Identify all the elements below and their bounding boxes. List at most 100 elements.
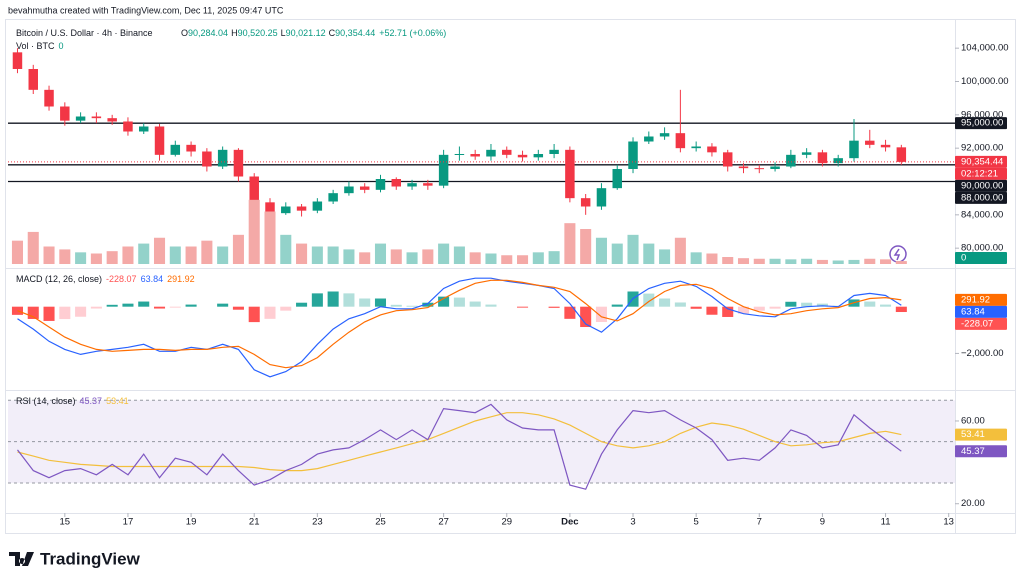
volume-bar (406, 252, 418, 264)
volume-bar (27, 231, 39, 264)
histogram-bar (595, 306, 607, 322)
volume-bar (122, 246, 134, 264)
x-tick-label: 3 (630, 517, 635, 528)
candle-body (154, 126, 165, 155)
histogram-bar (90, 306, 102, 309)
candle-body (265, 202, 275, 214)
rsi-line (17, 403, 902, 490)
hline-label-box (955, 117, 1007, 130)
volume-bar (217, 246, 229, 264)
x-tick-label: 7 (757, 517, 762, 528)
ma-label: 53.41 (961, 429, 985, 440)
volume-bar (280, 234, 292, 264)
rsi-label-box (955, 445, 1007, 458)
ohlc-change: +52.71 (+0.06%) (379, 28, 446, 38)
volume-bar (532, 252, 544, 264)
histogram-bar (674, 302, 686, 307)
volume-bar (643, 243, 655, 264)
histogram-bar (343, 293, 355, 307)
volume-bar (75, 252, 87, 264)
histogram-bar (185, 304, 197, 307)
candle-body (565, 149, 575, 199)
volume-bar (785, 259, 797, 264)
volume-bar (801, 258, 813, 264)
histogram-bar (11, 306, 23, 315)
histogram-label-box (955, 317, 1007, 330)
candle-body (249, 176, 259, 203)
histogram-bar (374, 298, 387, 307)
histogram-bar (737, 306, 750, 314)
histogram-bar (517, 306, 529, 308)
countdown-label: 02:12:21 (961, 168, 998, 179)
y-tick-label: 104,000.00 (961, 43, 1009, 54)
histogram-bar (643, 293, 655, 307)
histogram-bar (864, 301, 876, 307)
candle-body (391, 179, 402, 187)
legend: MACD (12, 26, close) -228.07 63.84 291.92 (16, 274, 195, 284)
y-tick-label: 80,000.00 (961, 243, 1003, 254)
histogram-bar (390, 304, 402, 307)
candle-body (407, 183, 417, 187)
volume-bar (611, 243, 623, 264)
ohlc-key: C (329, 28, 336, 38)
rsi-ma-line (17, 412, 902, 472)
candle-body (786, 154, 796, 167)
candle-body (644, 136, 654, 142)
x-tick-label: 25 (375, 517, 386, 528)
candle-body (202, 151, 212, 167)
histogram-bar (880, 304, 892, 307)
histogram-bar (769, 306, 781, 309)
volume-bar (753, 258, 765, 264)
histogram-bar (469, 301, 481, 307)
candle-body (296, 206, 307, 211)
volume-bar (201, 240, 213, 264)
histogram-bar (406, 305, 418, 307)
volume-bar (895, 261, 907, 264)
candle-body (60, 106, 70, 121)
volume-bar (138, 243, 150, 264)
x-tick-label: 29 (501, 517, 512, 528)
candles (12, 48, 907, 224)
macd-label: 63.84 (961, 306, 985, 317)
x-tick-label: 23 (312, 517, 323, 528)
ohlc-value: 90,284.04 (188, 28, 228, 38)
header-credit: bevahmutha created with TradingView.com,… (8, 5, 284, 15)
histogram-bar (422, 302, 434, 307)
histogram-bar (122, 303, 134, 307)
ohlc-value: 90,354.44 (335, 28, 375, 38)
x-tick-label: 21 (249, 517, 260, 528)
volume-bar (880, 259, 892, 264)
candle-body (722, 152, 733, 167)
candle-body (470, 154, 480, 157)
legend-title: Vol · BTC (16, 41, 55, 51)
ohlc-key: H (231, 28, 238, 38)
candle-body (675, 133, 686, 149)
candle-body (502, 149, 512, 155)
volume-bar (232, 234, 244, 264)
candle-body (817, 152, 828, 164)
legend-title: MACD (12, 26, close) (16, 274, 102, 284)
histogram-bar (690, 306, 702, 309)
x-tick-label: 27 (438, 517, 449, 528)
volume-bar (548, 251, 560, 264)
volume-bar (359, 252, 371, 264)
macd-label-box (955, 305, 1007, 318)
candle-body (691, 146, 701, 149)
indicator-icon[interactable] (889, 245, 907, 263)
histogram-bar (438, 296, 450, 307)
histogram-bar (611, 304, 623, 307)
volume-bar (11, 240, 23, 264)
signal-line (17, 279, 902, 369)
y-tick-label: 100,000.00 (961, 76, 1009, 87)
histogram-bar (753, 306, 765, 311)
ohlc-key: O (181, 28, 188, 38)
x-tick-label: Dec (561, 517, 578, 528)
chart-frame (5, 19, 1016, 534)
volume-bar (169, 246, 181, 264)
x-tick-label: 19 (186, 517, 197, 528)
volume-bar (832, 260, 844, 264)
candle-body (612, 169, 622, 189)
candle-body (596, 188, 607, 207)
legend: Vol · BTC 0 (16, 41, 64, 51)
